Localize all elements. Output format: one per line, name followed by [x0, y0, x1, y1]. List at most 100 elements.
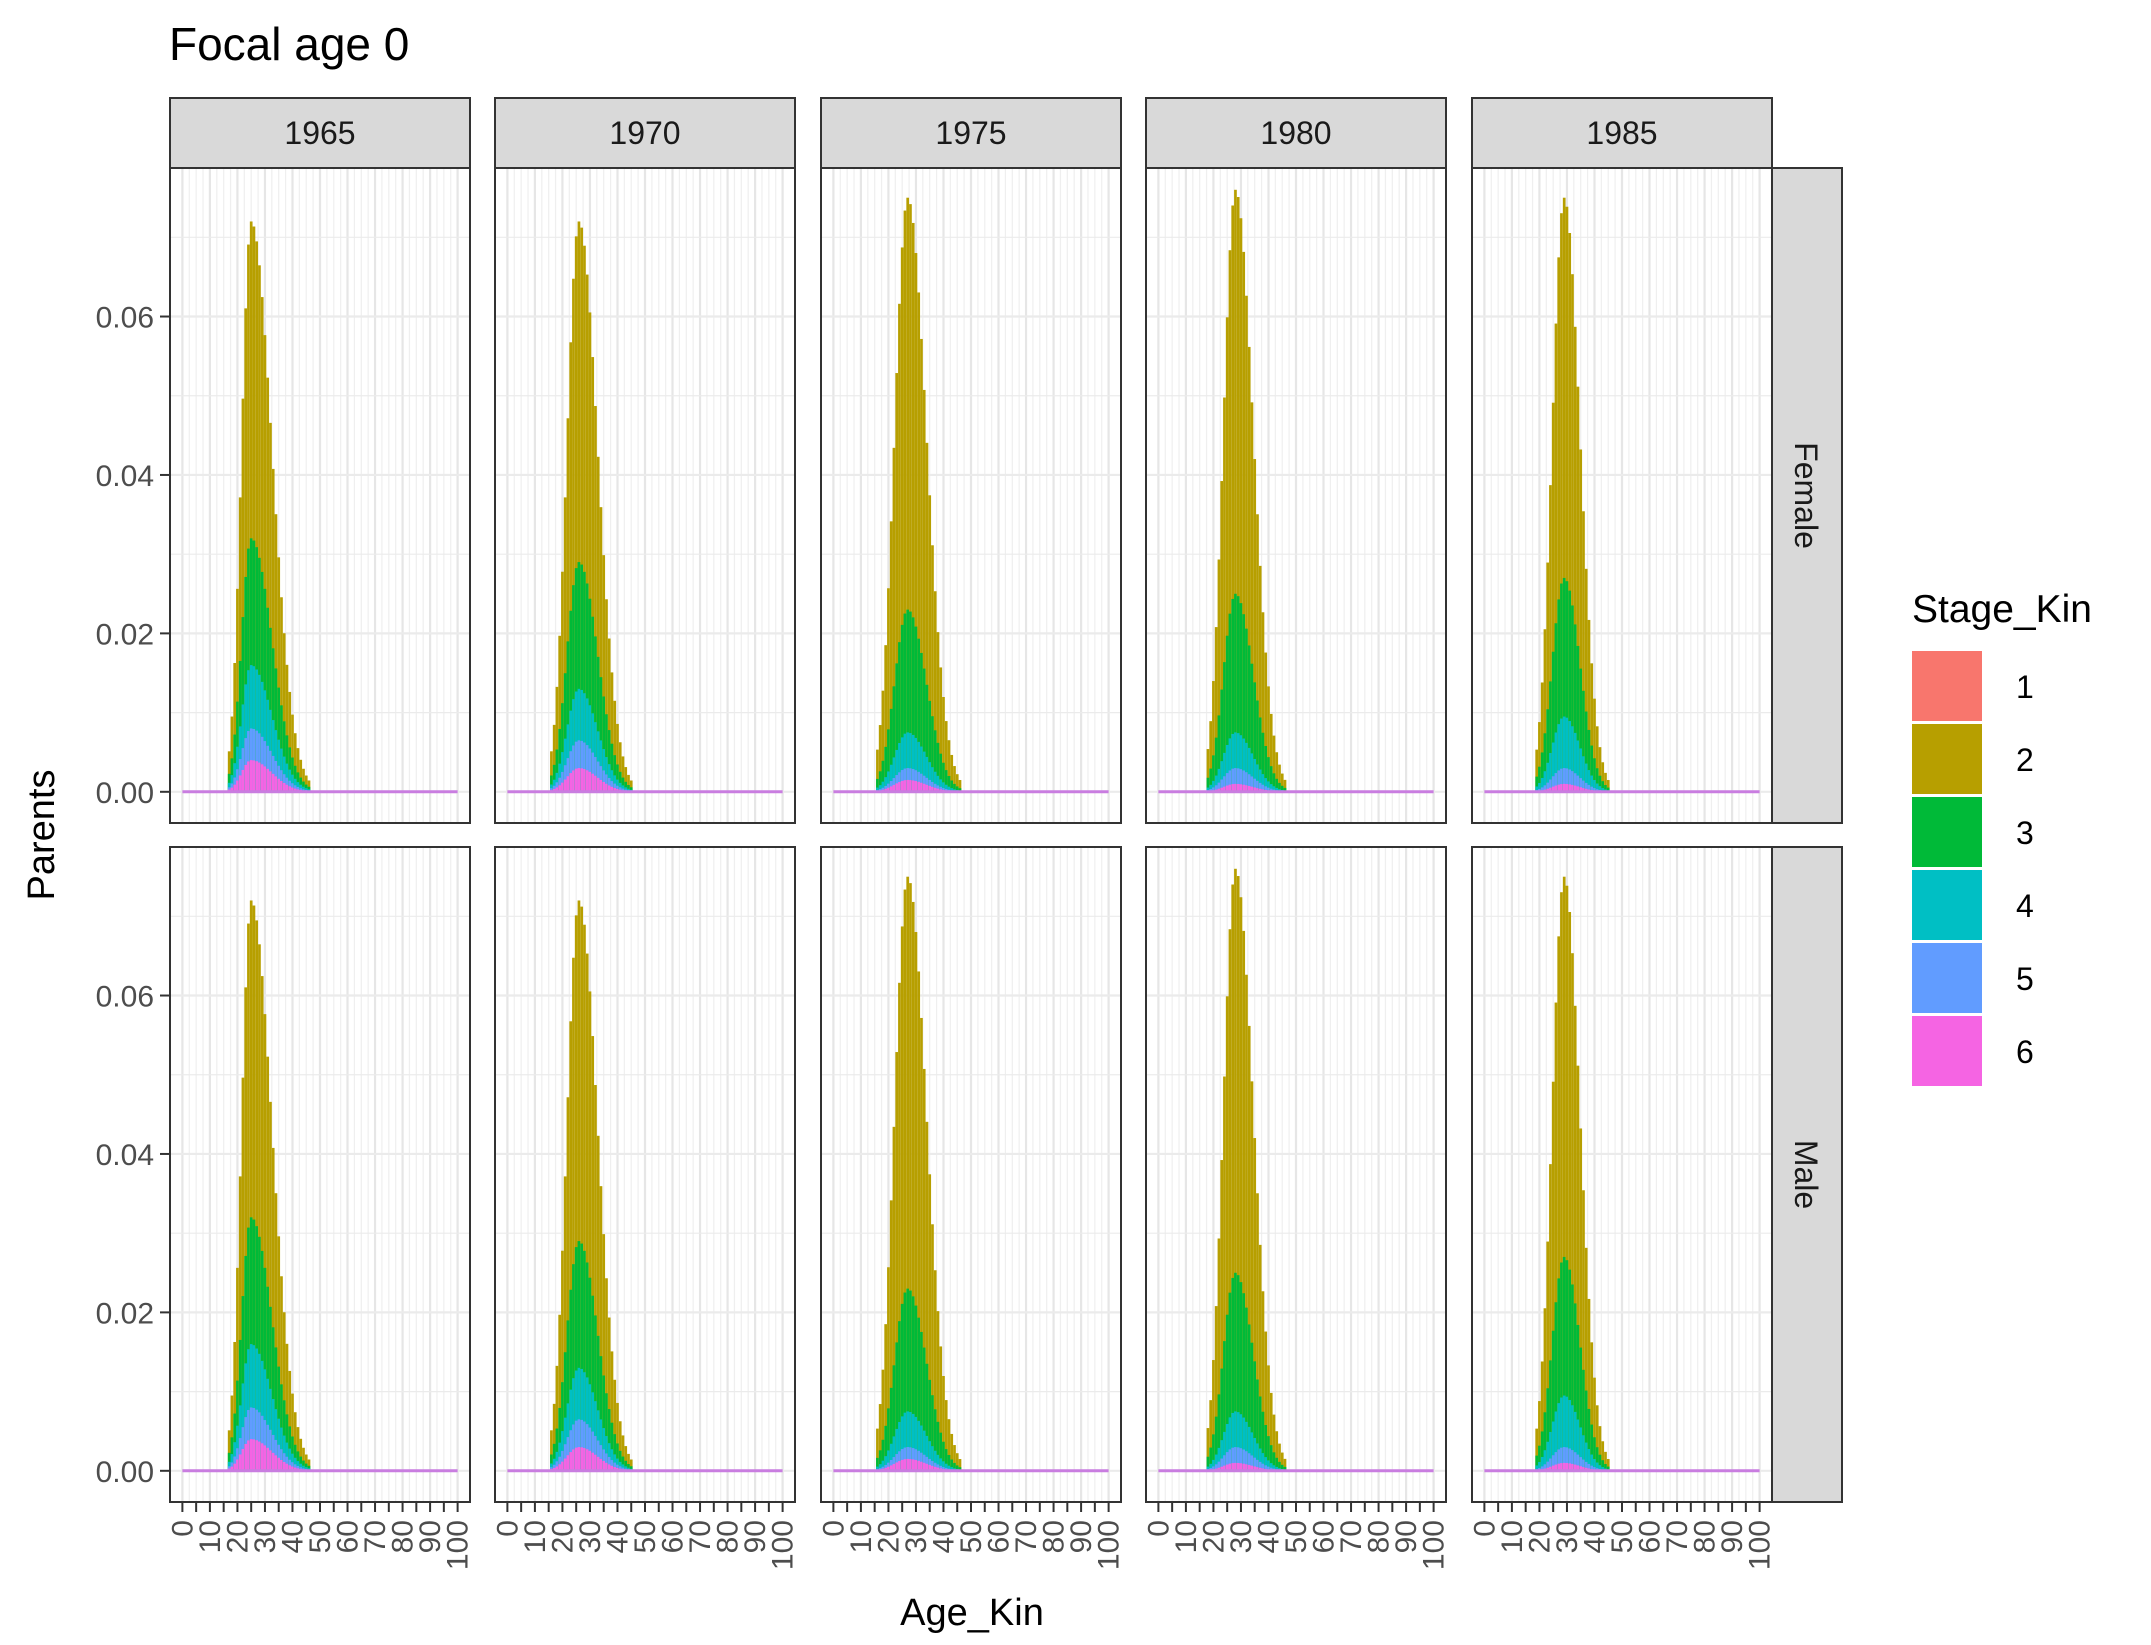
bar-segment — [1571, 605, 1574, 792]
bar-segment — [1236, 596, 1240, 792]
bar-segment — [942, 1441, 945, 1471]
bar-segment — [1549, 1164, 1552, 1471]
bar-segment — [588, 1450, 592, 1471]
bar-segment — [585, 1449, 589, 1471]
bar-segment — [572, 1264, 575, 1471]
bar-segment — [925, 1463, 929, 1471]
bar-segment — [1261, 1463, 1265, 1471]
bar-segment — [1568, 233, 1572, 792]
bar-segment — [1562, 716, 1566, 792]
bar-segment — [903, 889, 907, 1471]
bar-segment — [227, 1466, 231, 1471]
bar-segment — [900, 247, 904, 792]
bar-segment — [898, 1461, 901, 1471]
bar-segment — [1535, 749, 1539, 792]
bar-segment — [1234, 868, 1237, 1471]
bar-segment — [1267, 781, 1270, 792]
x-tick-label: 80 — [387, 1520, 420, 1553]
bar-segment — [569, 610, 573, 792]
bar-segment — [1562, 1447, 1566, 1471]
bar-segment — [285, 1343, 289, 1471]
legend-label: 2 — [2016, 742, 2034, 778]
x-tick-label: 20 — [872, 1520, 905, 1553]
bar-segment — [1601, 781, 1605, 792]
bar-segment — [1206, 1456, 1210, 1471]
bar-segment — [577, 688, 581, 792]
bar-segment — [1212, 1434, 1215, 1471]
bar-segment — [1250, 1432, 1254, 1471]
y-tick-label: 0.04 — [96, 460, 154, 493]
bar-segment — [947, 775, 951, 792]
bar-segment — [1283, 779, 1287, 792]
bar-segment — [909, 733, 912, 792]
bar-segment — [1576, 775, 1580, 792]
bar-segment — [561, 1450, 564, 1471]
bar-segment — [895, 1052, 899, 1471]
bar-segment — [953, 766, 956, 792]
facet-label-sex: Female — [1788, 442, 1824, 549]
bar-segment — [1538, 782, 1541, 792]
bar-segment — [1538, 722, 1541, 792]
bar-segment — [1582, 1459, 1585, 1471]
bar-segment — [1576, 740, 1580, 792]
bar-segment — [1256, 788, 1259, 792]
facet-label-year: 1965 — [284, 115, 355, 151]
bar-segment — [1250, 1465, 1254, 1471]
bar-segment — [1231, 1412, 1235, 1471]
bar-segment — [552, 1403, 556, 1471]
bar-segment — [887, 1466, 890, 1471]
x-tick-label: 10 — [845, 1520, 878, 1553]
bar-segment — [1264, 1425, 1268, 1471]
bar-segment — [884, 746, 888, 792]
bar-segment — [572, 585, 575, 792]
bar-segment — [1606, 1459, 1610, 1471]
bar-segment — [233, 1341, 237, 1471]
bar-segment — [605, 774, 608, 792]
bar-segment — [1549, 1466, 1552, 1471]
bar-segment — [920, 1017, 923, 1471]
bar-segment — [1582, 690, 1585, 792]
bar-segment — [621, 1467, 625, 1471]
bar-segment — [1239, 1414, 1243, 1471]
bar-segment — [950, 754, 954, 792]
bar-segment — [591, 773, 595, 792]
bar-segment — [1535, 1428, 1539, 1471]
bar-segment — [574, 768, 578, 792]
bar-segment — [1579, 668, 1583, 792]
bar-segment — [1264, 652, 1268, 792]
bar-segment — [561, 1250, 564, 1471]
bar-segment — [293, 1412, 297, 1471]
bar-segment — [917, 292, 921, 792]
bar-segment — [1239, 1463, 1243, 1471]
bar-segment — [931, 786, 934, 792]
bar-segment — [594, 1085, 597, 1471]
bar-segment — [1214, 785, 1218, 792]
x-tick-label: 50 — [304, 1520, 337, 1553]
bar-segment — [552, 785, 556, 792]
bar-segment — [947, 740, 951, 792]
bar-segment — [269, 771, 272, 792]
bar-segment — [1253, 778, 1257, 792]
facet-label-year: 1975 — [935, 115, 1006, 151]
bar-segment — [1269, 1467, 1273, 1471]
bar-segment — [892, 686, 896, 792]
bar-segment — [1576, 1419, 1580, 1471]
bar-segment — [558, 728, 562, 792]
bar-segment — [944, 770, 948, 792]
bar-segment — [285, 1463, 289, 1471]
x-tick-label: 0 — [166, 1520, 199, 1537]
bar-segment — [933, 1466, 937, 1471]
bar-segment — [580, 1419, 584, 1471]
legend-swatch — [1912, 651, 1982, 721]
bar-segment — [1573, 624, 1577, 792]
bar-segment — [577, 768, 581, 792]
bar-segment — [1217, 1467, 1221, 1471]
bar-segment — [613, 755, 617, 792]
bar-segment — [1579, 778, 1583, 792]
bar-segment — [599, 507, 603, 792]
bar-segment — [1264, 778, 1268, 792]
bar-segment — [1228, 250, 1232, 792]
bar-segment — [887, 1408, 890, 1471]
bar-segment — [260, 1443, 264, 1471]
bar-segment — [911, 901, 915, 1471]
